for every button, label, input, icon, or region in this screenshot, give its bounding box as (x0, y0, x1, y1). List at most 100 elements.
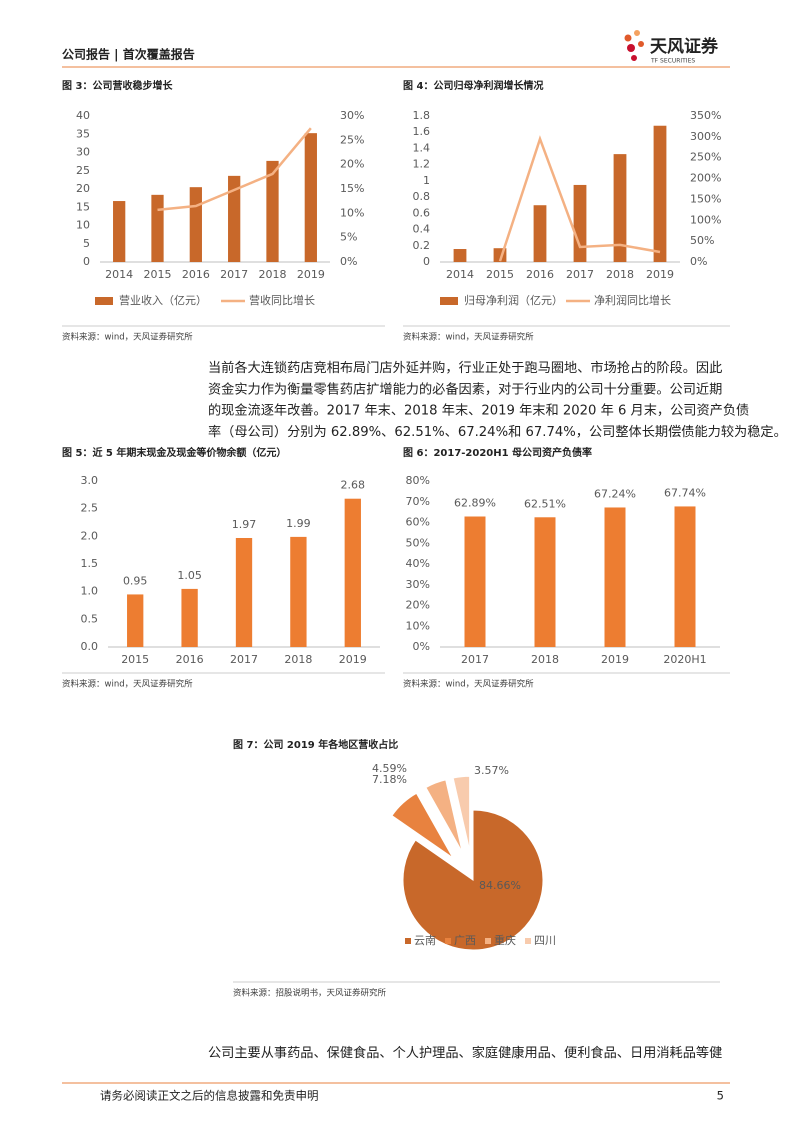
y-tick-label: 70% (406, 495, 430, 508)
x-tick-label: 2019 (646, 268, 674, 281)
value-label: 1.97 (232, 518, 257, 531)
pie-slice (391, 792, 454, 859)
figure-source: 资料来源：wind，天风证券研究所 (62, 332, 193, 343)
paragraph-line: 公司主要从事药品、保健食品、个人护理品、家庭健康用品、便利食品、日用消耗品等健 (208, 1044, 722, 1061)
logo-dot (638, 41, 644, 47)
header-title: 公司报告 | 首次覆盖报告 (62, 47, 195, 62)
value-label: 67.74% (664, 486, 706, 499)
x-tick-label: 2018 (284, 653, 312, 666)
x-tick-label: 2018 (259, 268, 287, 281)
value-label: 0.95 (123, 574, 148, 587)
x-tick-label: 2018 (531, 653, 559, 666)
paragraph-line: 当前各大连锁药店竞相布局门店外延并购，行业正处于跑马圈地、市场抢占的阶段。因此 (208, 359, 722, 376)
logo: 天风证券 TF SECURITIES (624, 30, 719, 65)
logo-en: TF SECURITIES (650, 58, 695, 65)
y-tick-label: 50% (406, 536, 430, 549)
logo-text: 天风证券 (650, 36, 719, 57)
x-tick-label: 2017 (566, 268, 594, 281)
y-tick-label: 1.0 (81, 585, 99, 598)
y2-tick-label: 150% (690, 192, 721, 205)
x-tick-label: 2014 (446, 268, 474, 281)
x-tick-label: 2019 (339, 653, 367, 666)
paragraph-line: 的现金流逐年改善。2017 年末、2018 年末、2019 年末和 2020 年… (208, 403, 749, 419)
legend-label: 广西 (454, 934, 476, 947)
x-tick-label: 2019 (601, 653, 629, 666)
value-label: 62.89% (454, 497, 496, 510)
figure-source: 资料来源：wind，天风证券研究所 (62, 679, 193, 690)
y2-tick-label: 250% (690, 151, 721, 164)
bar (151, 194, 164, 262)
bar (181, 588, 198, 647)
y-tick-label: 1.4 (413, 141, 431, 154)
figure-title: 图 4：公司归母净利润增长情况 (403, 79, 543, 92)
pie-slice (425, 779, 463, 853)
bar (613, 154, 627, 262)
x-tick-label: 2017 (220, 268, 248, 281)
x-tick-label: 2016 (176, 653, 204, 666)
legend-swatch (445, 938, 451, 944)
pie-slice (402, 809, 544, 951)
y-tick-label: 0.5 (81, 612, 99, 625)
legend-swatch (95, 297, 113, 305)
y-tick-label: 1.5 (81, 557, 99, 570)
bar (674, 506, 696, 647)
x-tick-label: 2019 (297, 268, 325, 281)
y-tick-label: 2.5 (81, 502, 99, 515)
page-number: 5 (717, 1089, 724, 1103)
figure-title: 图 7：公司 2019 年各地区营收占比 (233, 738, 398, 751)
bar (290, 536, 307, 647)
y2-tick-label: 50% (690, 234, 714, 247)
logo-dot (624, 34, 632, 42)
y-tick-label: 20% (406, 599, 430, 612)
legend-label: 净利润同比增长 (594, 293, 671, 307)
y-tick-label: 35 (76, 127, 90, 140)
pie-label: 84.66% (479, 879, 521, 892)
y-tick-label: 10 (76, 219, 90, 232)
y-tick-label: 0.6 (413, 206, 431, 219)
y-tick-label: 2.0 (81, 529, 99, 542)
y-tick-label: 1.6 (413, 125, 431, 138)
line-series (157, 127, 312, 212)
y-tick-label: 15 (76, 200, 90, 213)
figure-source: 资料来源：wind，天风证券研究所 (403, 332, 534, 343)
legend-swatch (525, 938, 531, 944)
y-tick-label: 40% (406, 557, 430, 570)
x-tick-label: 2015 (121, 653, 149, 666)
y-tick-label: 1.2 (413, 158, 431, 171)
footer-disclaimer: 请务必阅读正文之后的信息披露和免责申明 (100, 1089, 319, 1103)
y-tick-label: 40 (76, 109, 90, 122)
legend-swatch (405, 938, 411, 944)
figure-title: 图 3：公司营收稳步增长 (62, 79, 173, 92)
bar (573, 184, 587, 262)
y-tick-label: 3.0 (81, 474, 99, 487)
y2-tick-label: 350% (690, 109, 721, 122)
x-tick-label: 2014 (105, 268, 133, 281)
pie-label: 7.18% (372, 773, 407, 786)
bar (464, 516, 486, 647)
bar (189, 187, 202, 262)
y2-tick-label: 300% (690, 130, 721, 143)
bar (304, 133, 317, 262)
y2-tick-label: 200% (690, 172, 721, 185)
legend-label: 归母净利润（亿元） (464, 293, 563, 307)
bar (653, 125, 667, 262)
y-tick-label: 0.8 (413, 190, 431, 203)
y2-tick-label: 10% (340, 206, 364, 219)
y2-tick-label: 15% (340, 182, 364, 195)
y-tick-label: 30 (76, 146, 90, 159)
y2-tick-label: 5% (340, 231, 357, 244)
bar (604, 507, 626, 647)
x-tick-label: 2017 (230, 653, 258, 666)
y-tick-label: 5 (83, 237, 90, 250)
legend-label: 营收同比增长 (249, 293, 315, 307)
figure-title: 图 6：2017-2020H1 母公司资产负债率 (403, 446, 592, 459)
value-label: 67.24% (594, 487, 636, 500)
figure-title: 图 5：近 5 年期末现金及现金等价物余额（亿元） (62, 446, 286, 459)
pie-slice (452, 775, 471, 851)
legend-label: 云南 (414, 934, 436, 947)
y2-tick-label: 0% (340, 255, 357, 268)
x-tick-label: 2018 (606, 268, 634, 281)
y2-tick-label: 100% (690, 213, 721, 226)
pie-label: 3.57% (474, 764, 509, 777)
y-tick-label: 30% (406, 578, 430, 591)
